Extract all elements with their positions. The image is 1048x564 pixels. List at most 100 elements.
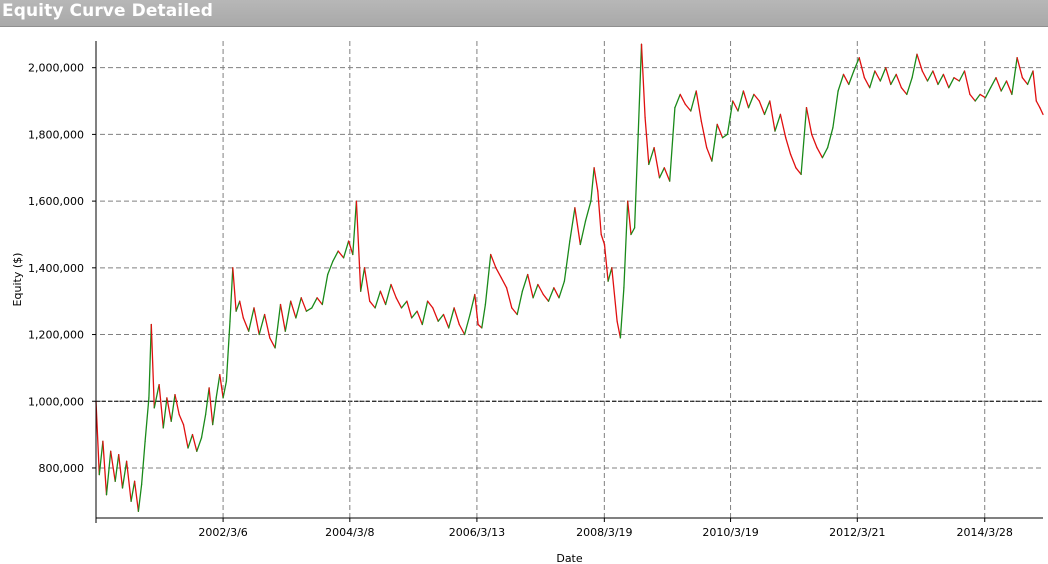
- equity-segment: [379, 290, 387, 306]
- equity-segment: [895, 73, 903, 89]
- equity-segment: [911, 53, 918, 79]
- equity-segment: [363, 267, 371, 302]
- equity-segment: [516, 290, 524, 316]
- equity-segment: [178, 413, 185, 426]
- equity-segment: [125, 460, 132, 502]
- equity-segment: [747, 93, 755, 109]
- equity-segment: [837, 73, 845, 92]
- equity-segment: [769, 100, 776, 132]
- equity-segment: [158, 383, 164, 429]
- equity-segment: [653, 147, 661, 179]
- equity-segment: [463, 313, 471, 336]
- equity-segment: [669, 107, 676, 182]
- equity-segment: [400, 300, 408, 309]
- equity-segment: [832, 90, 839, 129]
- equity-segment: [684, 103, 692, 112]
- equity-segment: [263, 313, 271, 339]
- equity-segment: [448, 307, 455, 329]
- equity-segment: [474, 293, 479, 326]
- equity-segment: [215, 373, 221, 399]
- window-title: Equity Curve Detailed: [2, 1, 214, 21]
- equity-segment: [590, 167, 595, 202]
- equity-segment: [521, 273, 529, 292]
- equity-segment: [235, 300, 241, 312]
- y-tick-label: 2,000,000: [28, 62, 84, 75]
- equity-segment: [637, 43, 643, 136]
- equity-segment: [1021, 77, 1029, 86]
- equity-segment: [906, 77, 913, 96]
- equity-segment: [150, 323, 155, 409]
- equity-segment: [342, 240, 350, 259]
- equity-segment: [1026, 70, 1034, 86]
- equity-segment: [842, 73, 850, 86]
- equity-segment: [732, 100, 739, 112]
- equity-segment: [958, 70, 966, 82]
- equity-segment: [542, 293, 550, 302]
- equity-segment: [979, 93, 987, 99]
- equity-segment: [242, 317, 250, 332]
- equity-segment: [432, 307, 439, 322]
- equity-segment: [453, 307, 460, 326]
- equity-segment: [118, 453, 124, 489]
- equity-segment: [187, 433, 194, 449]
- grid: [96, 41, 1043, 518]
- equity-segment: [879, 67, 887, 82]
- equity-segment: [458, 323, 466, 336]
- x-tick-label: 2004/3/8: [325, 526, 374, 539]
- equity-segment: [395, 297, 403, 309]
- equity-segment: [800, 107, 808, 176]
- equity-segment: [926, 70, 934, 82]
- equity-segment: [253, 307, 260, 336]
- equity-segment: [182, 423, 189, 449]
- equity-segment: [848, 70, 855, 86]
- equity-segment: [563, 240, 571, 282]
- equity-segment: [477, 323, 483, 329]
- equity-segment: [130, 480, 136, 502]
- equity-segment: [611, 267, 618, 322]
- equity-segment: [212, 397, 217, 426]
- equity-segment: [597, 190, 602, 236]
- equity-segment: [716, 123, 724, 139]
- y-tick-label: 800,000: [39, 462, 85, 475]
- equity-segment: [191, 433, 198, 452]
- equity-segment: [411, 310, 418, 319]
- equity-segment: [1005, 80, 1013, 96]
- equity-segment: [579, 220, 587, 246]
- equity-segment: [300, 297, 308, 312]
- equity-segment: [208, 387, 214, 426]
- equity-segment: [219, 373, 224, 399]
- equity-segment: [942, 73, 950, 89]
- equity-segment: [858, 57, 866, 79]
- equity-chart: 800,000 1,000,000 1,200,000 1,400,000 1,600,…: [11, 41, 1044, 564]
- equity-segment: [937, 73, 945, 86]
- equity-segment: [225, 320, 231, 382]
- y-axis-label: Equity ($): [11, 253, 24, 307]
- equity-segment: [316, 297, 323, 306]
- equity-segment: [644, 117, 650, 166]
- equity-segment: [700, 120, 708, 149]
- equity-segment: [558, 280, 566, 299]
- equity-segment: [969, 93, 976, 102]
- equity-segment: [133, 480, 140, 512]
- equity-segment: [921, 70, 929, 82]
- equity-segment: [416, 310, 423, 326]
- equity-segment: [737, 90, 745, 112]
- equity-segment: [500, 277, 508, 289]
- equity-segment: [269, 337, 276, 349]
- equity-segment: [490, 253, 497, 269]
- equity-segment: [1035, 100, 1041, 109]
- equity-segment: [648, 147, 655, 166]
- equity-segment: [658, 167, 665, 179]
- equity-segment: [153, 383, 160, 409]
- equity-segment: [633, 133, 639, 229]
- equity-segment: [511, 307, 518, 316]
- equity-segment: [337, 250, 345, 259]
- equity-segment: [495, 267, 502, 279]
- x-tick-label: 2012/3/21: [829, 526, 885, 539]
- equity-segment: [140, 440, 146, 486]
- equity-segment: [204, 387, 210, 416]
- equity-segment: [284, 300, 292, 332]
- y-tick-label: 1,200,000: [28, 329, 84, 342]
- equity-segment: [547, 287, 555, 302]
- equity-segment: [1011, 57, 1018, 96]
